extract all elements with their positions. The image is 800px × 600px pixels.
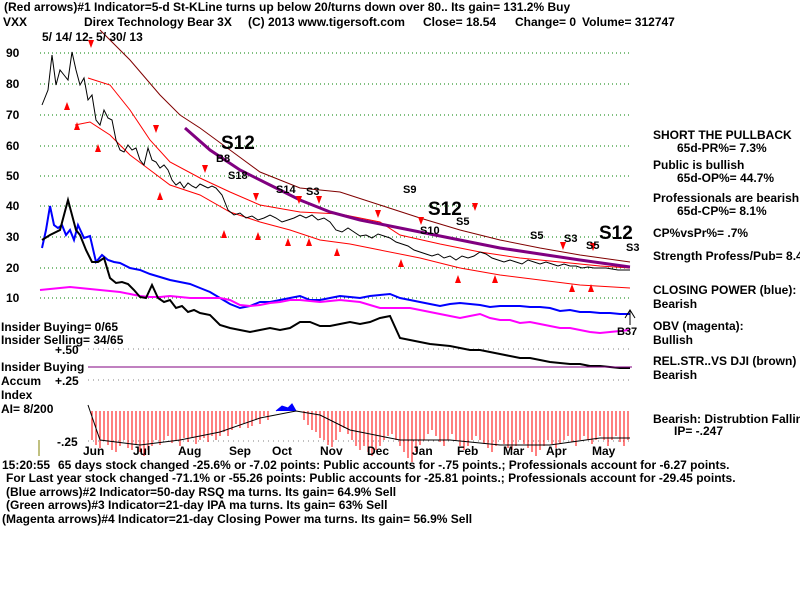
signal-s10: S10 <box>420 225 440 237</box>
middle-band <box>87 77 631 269</box>
footer-year-summary: For Last year stock changed -71.1% or -5… <box>6 471 736 485</box>
closing-power-line <box>41 205 630 315</box>
indicator-2-description: (Blue arrows)#2 Indicator=50-day RSQ ma … <box>6 485 397 499</box>
change-value: Change= 0 <box>515 15 577 29</box>
obv-label: OBV (magenta): <box>653 319 744 333</box>
month-label: May <box>592 444 616 458</box>
closing-power-label: CLOSING POWER (blue): <box>653 283 797 297</box>
signal-s12: S12 <box>221 133 255 154</box>
cp-vs-pr-value: CP%vsPr%= .7% <box>653 226 749 240</box>
price-gridlines <box>40 52 632 299</box>
professionals-sentiment: Professionals are bearish <box>653 191 800 205</box>
insider-selling-count: Insider Selling= 34/65 <box>1 333 124 347</box>
month-label: Apr <box>546 444 567 458</box>
month-label: Jun <box>83 444 105 458</box>
index-label: Index <box>1 388 33 402</box>
obv-value: Bullish <box>653 333 694 347</box>
timestamp: 15:20:55 <box>2 458 51 472</box>
accum-gridlines <box>88 348 632 442</box>
rel-str-line <box>41 196 630 369</box>
month-label: Sep <box>229 444 252 458</box>
accum-label: Accum <box>1 374 42 388</box>
cp-value: 65d-CP%= 8.1% <box>677 204 767 218</box>
signal-s5: S5 <box>530 230 544 242</box>
close-value: Close= 18.54 <box>423 15 497 29</box>
accum-tick-minus25: -.25 <box>57 435 78 449</box>
ai-value: AI= 8/200 <box>1 402 54 416</box>
price-line <box>41 51 630 271</box>
y-tick-90: 90 <box>6 46 20 60</box>
y-tick-80: 80 <box>6 77 20 91</box>
signal-s3: S3 <box>626 242 640 254</box>
advice-label: SHORT THE PULLBACK <box>653 128 792 142</box>
signal-s14: S14 <box>276 184 296 196</box>
month-label: Aug <box>178 444 202 458</box>
ip-value: IP= -.247 <box>674 424 724 438</box>
accum-index-bars <box>91 411 629 462</box>
signal-s18: S18 <box>228 170 248 182</box>
signal-s12: S12 <box>428 199 462 220</box>
month-label: Jul <box>133 444 151 458</box>
op-value: 65d-OP%= 44.7% <box>677 171 775 185</box>
insider-buying-count: Insider Buying= 0/65 <box>1 320 119 334</box>
indicator-4-description: (Magenta arrows)#4 Indicator=21-day Clos… <box>2 512 473 526</box>
accum-tick-plus50: +.50 <box>55 343 79 357</box>
moving-average <box>184 126 631 269</box>
y-tick-60: 60 <box>6 139 20 153</box>
relstr-value: Bearish <box>653 368 698 382</box>
month-label: Mar <box>503 444 525 458</box>
signal-b37: B37 <box>617 326 638 338</box>
accum-positive-hump <box>275 403 297 412</box>
copyright: (C) 2013 www.tigersoft.com <box>248 15 405 29</box>
y-tick-40: 40 <box>6 199 20 213</box>
footer-65day-summary: 65 days stock changed -25.6% or -7.02 po… <box>58 458 730 472</box>
volume-value: Volume= 312747 <box>582 15 675 29</box>
signal-b8: B8 <box>216 153 231 165</box>
y-tick-30: 30 <box>6 230 20 244</box>
signal-s5: S5 <box>586 240 600 252</box>
y-tick-50: 50 <box>6 169 20 183</box>
red-signal-arrows <box>64 40 596 292</box>
accum-ma-line <box>87 404 630 446</box>
signal-s5: S5 <box>456 216 470 228</box>
ai-status: Bearish: Distrubtion Falling <box>653 412 800 426</box>
month-label: Jan <box>412 444 433 458</box>
signal-s3: S3 <box>564 233 578 245</box>
public-sentiment: Public is bullish <box>653 158 745 172</box>
month-label: Oct <box>272 444 293 458</box>
signal-s9: S9 <box>403 184 417 196</box>
month-label: Nov <box>320 444 343 458</box>
insider-buying-label: Insider Buying <box>1 360 85 374</box>
y-tick-20: 20 <box>6 261 20 275</box>
month-label: Dec <box>367 444 390 458</box>
month-label: Feb <box>457 444 479 458</box>
signal-s12: S12 <box>599 223 633 244</box>
indicator-3-description: (Green arrows)#3 Indicator=21-day IPA ma… <box>6 498 388 512</box>
upper-band <box>99 29 631 263</box>
ticker-symbol: VXX <box>3 15 28 29</box>
obv-line <box>39 285 631 335</box>
closing-power-value: Bearish <box>653 297 698 311</box>
strength-value: Strength Profess/Pub= 8.4 <box>653 249 800 263</box>
accum-tick-plus25: +.25 <box>55 374 79 388</box>
date-range: 5/ 14/ 12- 5/ 30/ 13 <box>42 30 143 44</box>
signal-s3: S3 <box>306 186 320 198</box>
pr-value: 65d-PR%= 7.3% <box>677 141 767 155</box>
y-tick-10: 10 <box>6 291 20 305</box>
chart-title: Direx Technology Bear 3X <box>84 15 232 29</box>
y-tick-70: 70 <box>6 108 20 122</box>
relstr-label: REL.STR..VS DJI (brown) <box>653 354 797 368</box>
indicator-1-description: (Red arrows)#1 Indicator=5-d St-KLine tu… <box>4 0 571 14</box>
lower-band <box>74 121 631 289</box>
